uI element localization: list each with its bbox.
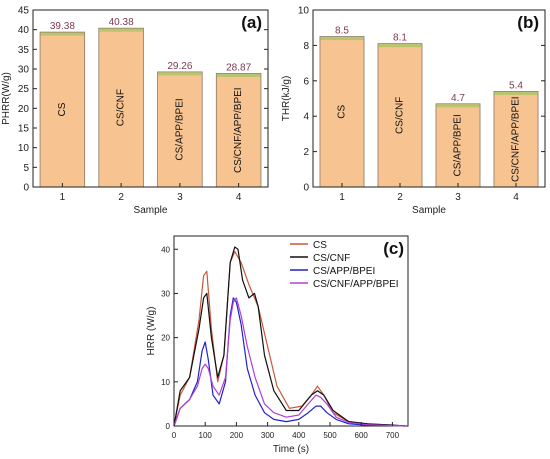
y-axis-label: PHRR(W/g) <box>1 72 12 125</box>
panel-c-line-chart: 0 100 200 300 400 500 600 700 0 10 20 30 40 Time (s) H… <box>146 235 409 455</box>
bar <box>377 43 423 188</box>
x-tick-label: 100 <box>199 431 213 440</box>
bar-top-highlight <box>378 44 422 48</box>
x-tick-label: 400 <box>292 431 306 440</box>
y-tick-label: 10 <box>161 378 170 387</box>
bar-name-label: CS/CNF <box>116 89 127 126</box>
bar <box>493 91 539 188</box>
x-axis-label: Sample <box>412 205 446 216</box>
y-tick-label: 40 <box>18 25 30 36</box>
y-tick-label: 4 <box>303 112 309 123</box>
x-tick-label: 4 <box>236 192 242 203</box>
x-tick-label: 600 <box>355 431 369 440</box>
x-tick-label: 4 <box>513 192 519 203</box>
y-tick-label: 10 <box>18 143 30 154</box>
bar-top-highlight <box>436 104 480 108</box>
y-tick-label: 30 <box>18 65 30 76</box>
bar-top-highlight <box>494 91 538 95</box>
x-axis-label: Sample <box>134 205 168 216</box>
panel-label: (c) <box>383 239 404 258</box>
y-tick-label: 2 <box>303 147 309 158</box>
plot-frame <box>173 235 409 427</box>
y-tick-label: 0 <box>303 183 309 194</box>
bar-name-label: CS/CNF <box>395 97 406 134</box>
x-tick-label: 0 <box>172 431 177 440</box>
y-tick-label: 30 <box>161 289 170 298</box>
bar-top-highlight <box>216 73 261 77</box>
bar-value-label: 40.38 <box>109 17 134 28</box>
y-tick-label: 0 <box>166 422 171 431</box>
series-line-2 <box>173 246 405 427</box>
bar-name-label: CS <box>337 105 348 119</box>
plot-frame <box>32 9 269 188</box>
y-tick-label: 15 <box>18 124 30 135</box>
y-tick-label: 5 <box>23 163 29 174</box>
plot-frame <box>312 9 546 188</box>
y-tick-label: 20 <box>18 104 30 115</box>
y-tick-label: 0 <box>23 183 29 194</box>
bar <box>39 31 86 188</box>
bar-name-label: CS/CNF/APP/BPEI <box>511 96 522 182</box>
y-tick-label: 10 <box>298 6 310 17</box>
x-tick-label: 2 <box>118 192 124 203</box>
x-tick-label: 1 <box>60 192 66 203</box>
panel-b-bar-chart: 8.5 CS 8.1 CS/CNF 4.7 CS/APP/BPEI 5.4 CS/CNF/AP… <box>281 6 546 216</box>
bar-value-label: 5.4 <box>509 80 523 91</box>
y-tick-label: 20 <box>161 334 170 343</box>
y-tick-label: 40 <box>161 245 170 254</box>
bar-name-label: CS/APP/BPEI <box>174 98 185 160</box>
y-axis-label: THR(kJ/g) <box>281 76 292 122</box>
x-axis-label: Time (s) <box>273 444 309 455</box>
bar-top-highlight <box>99 28 143 32</box>
bar-value-label: 28.87 <box>226 62 251 73</box>
x-tick-label: 700 <box>386 431 400 440</box>
bar-name-label: CS <box>57 102 68 116</box>
legend-label: CS/CNF <box>313 253 350 264</box>
y-tick-label: 45 <box>18 6 30 17</box>
panel-label: (a) <box>241 13 262 32</box>
legend-label: CS <box>313 240 327 251</box>
legend-label: CS/CNF/APP/BPEI <box>313 279 399 290</box>
x-tick-label: 300 <box>261 431 275 440</box>
bar <box>157 71 203 188</box>
bar-name-label: CS/CNF/APP/BPEI <box>233 87 244 173</box>
y-tick-label: 25 <box>18 84 30 95</box>
y-tick-label: 6 <box>303 76 309 87</box>
bar-name-label: CS/APP/BPEI <box>453 114 464 176</box>
x-tick-label: 200 <box>230 431 244 440</box>
y-tick-label: 8 <box>303 41 309 52</box>
bar-value-label: 4.7 <box>451 93 465 104</box>
series-line-4 <box>173 297 405 427</box>
bar-top-highlight <box>40 32 85 36</box>
bar-top-highlight <box>320 37 364 41</box>
y-axis-label: HRR (W/g) <box>146 307 157 356</box>
bar <box>435 103 481 188</box>
x-tick-label: 500 <box>323 431 337 440</box>
series-line-3 <box>173 297 405 427</box>
bar-value-label: 39.38 <box>50 21 75 32</box>
y-tick-label: 35 <box>18 45 30 56</box>
bar <box>215 73 262 188</box>
x-tick-label: 3 <box>455 192 461 203</box>
x-tick-label: 2 <box>397 192 403 203</box>
bar-top-highlight <box>158 72 202 76</box>
x-tick-label: 3 <box>177 192 183 203</box>
legend-label: CS/APP/BPEI <box>313 266 375 277</box>
series-line-1 <box>173 250 405 427</box>
panel-a-bar-chart: 39.38 CS 40.38 CS/CNF 29.26 CS/APP/BPEI 28.87 C… <box>1 6 269 216</box>
bar-value-label: 29.26 <box>167 61 192 72</box>
x-tick-label: 1 <box>339 192 345 203</box>
bar-value-label: 8.5 <box>335 26 349 37</box>
panel-label: (b) <box>517 13 539 32</box>
bar <box>98 27 144 188</box>
bar-value-label: 8.1 <box>393 33 407 44</box>
